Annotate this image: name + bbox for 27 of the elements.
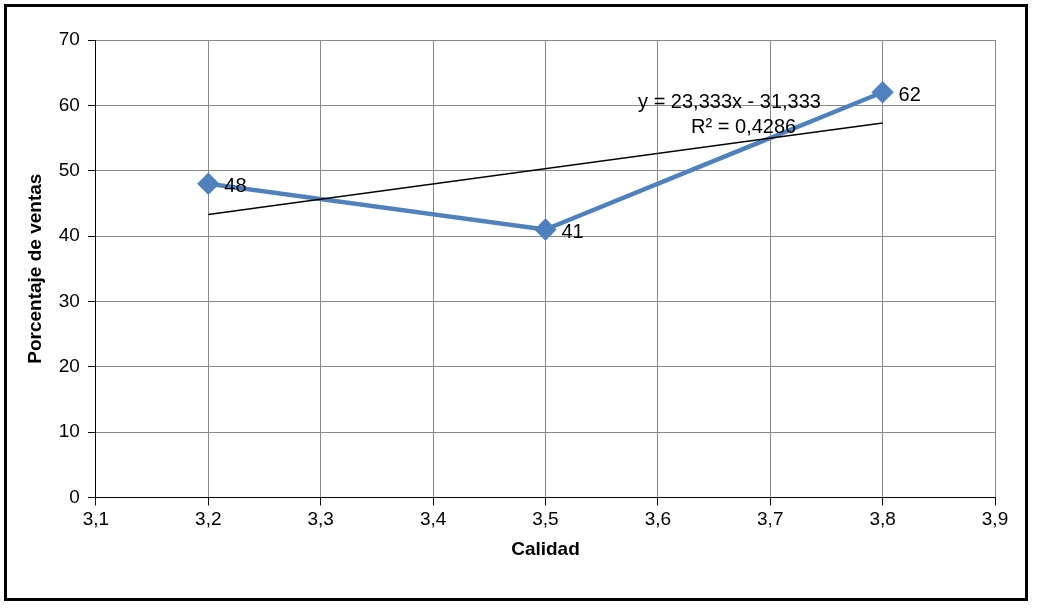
x-tick-label: 3,9 [981,508,1009,530]
y-tick-label: 20 [58,354,80,376]
point [535,219,556,240]
point [198,173,219,194]
x-tick-label: 3,5 [532,508,559,530]
y-tick-label: 50 [58,158,80,180]
y-tick-label: 70 [58,28,80,50]
annotation: y = 23,333x - 31,333 [638,89,821,112]
x-tick-label: 3,7 [757,508,784,530]
annotation: R² = 0,4286 [691,114,797,137]
point [872,82,893,103]
data-label: 48 [224,174,247,197]
x-tick-label: 3,4 [419,508,447,530]
data-label: 62 [898,82,921,105]
x-tick-label: 3,2 [195,508,222,530]
y-tick-label: 40 [58,224,80,246]
data-label: 41 [561,220,584,243]
y-tick-label: 0 [69,485,80,507]
x-tick-label: 3,1 [82,508,110,530]
x-axis-title: Calidad [511,537,580,559]
y-tick-label: 10 [58,420,80,442]
x-tick-label: 3,8 [869,508,896,530]
y-tick-label: 60 [58,93,80,115]
x-tick-label: 3,3 [307,508,334,530]
y-axis-title: Porcentaje de ventas [23,173,45,364]
y-tick-label: 30 [58,289,80,311]
x-tick-label: 3,6 [644,508,672,530]
